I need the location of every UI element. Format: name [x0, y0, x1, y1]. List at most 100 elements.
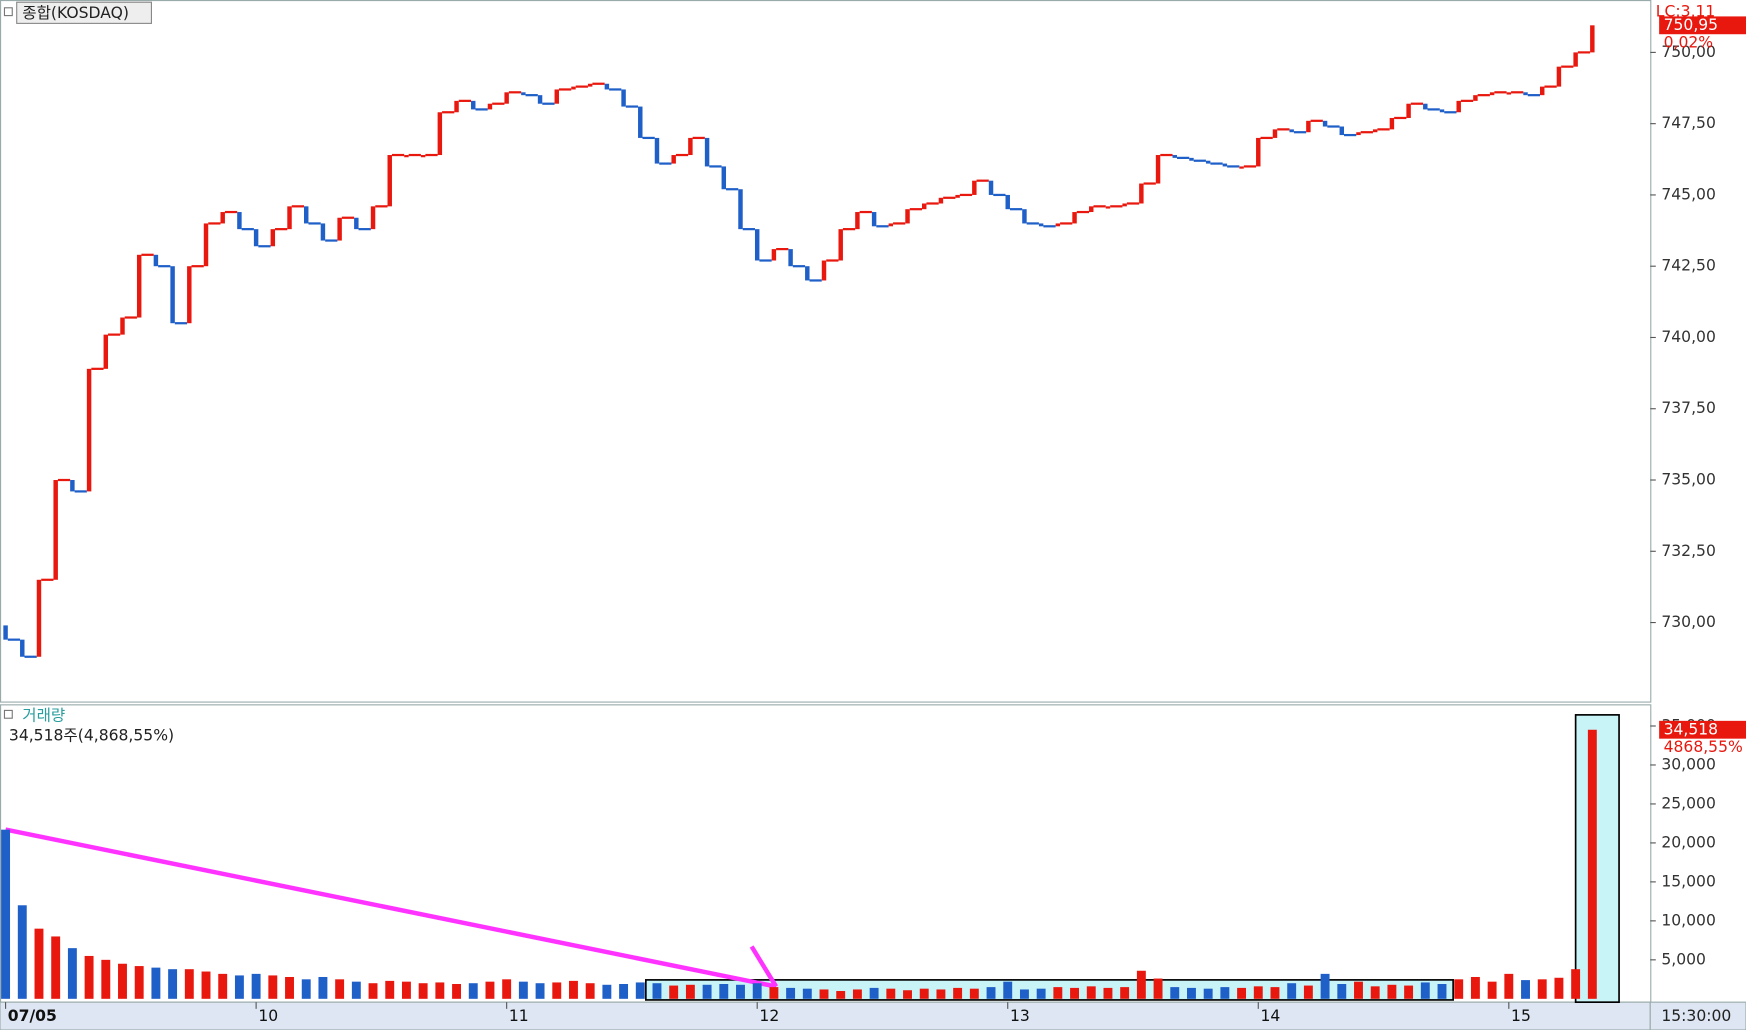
- y-tick-label: 732,50: [1661, 542, 1716, 560]
- volume-title: 거래량: [22, 706, 65, 724]
- volume-bar: [569, 980, 578, 999]
- y-tick-label: 737,50: [1661, 399, 1716, 417]
- candle: [1222, 163, 1228, 167]
- candle: [1456, 100, 1461, 113]
- volume-bar: [1337, 984, 1347, 999]
- price-label-box: [1659, 16, 1746, 35]
- candle: [1473, 95, 1478, 101]
- candle: [938, 197, 944, 204]
- candle: [955, 194, 960, 198]
- volume-bar: [518, 981, 528, 999]
- y-tick-label: 10,000: [1661, 911, 1716, 929]
- candle: [671, 155, 676, 164]
- candle: [1155, 155, 1161, 184]
- candle: [1356, 132, 1361, 136]
- volume-bar: [485, 981, 495, 999]
- candle: [587, 83, 593, 87]
- volume-bar: [368, 983, 378, 999]
- volume-bar: [685, 984, 695, 999]
- volume-bar: [986, 987, 996, 999]
- volume-bar: [936, 989, 946, 999]
- candle: [1590, 25, 1595, 53]
- panel-icon: [3, 709, 13, 719]
- volume-bar: [118, 963, 127, 999]
- y-tick-label: 20,000: [1661, 833, 1716, 851]
- volume-bar: [1036, 988, 1046, 999]
- candle: [120, 317, 125, 335]
- y-tick-label: 15,000: [1661, 872, 1716, 890]
- candle: [404, 155, 409, 158]
- candle: [1289, 129, 1294, 133]
- candle: [972, 180, 977, 195]
- candle: [1272, 129, 1278, 138]
- volume-bar: [1237, 987, 1247, 999]
- x-tick-label: 10: [258, 1007, 278, 1025]
- volume-bar: [51, 936, 61, 999]
- volume-bar: [468, 983, 478, 999]
- x-tick-label: 14: [1261, 1007, 1281, 1025]
- candle: [754, 229, 760, 261]
- candle: [604, 83, 610, 90]
- volume-bar: [769, 987, 779, 999]
- candle: [504, 92, 509, 104]
- candle: [454, 100, 459, 113]
- volume-bar: [1487, 981, 1497, 999]
- volume-bar: [535, 983, 545, 999]
- candle: [771, 249, 777, 261]
- volume-bar: [585, 983, 595, 999]
- candle: [1122, 203, 1127, 207]
- volume-subtitle: 34,518주(4,868,55%): [9, 727, 174, 745]
- volume-bar: [1103, 987, 1113, 999]
- volume-bar: [819, 989, 829, 999]
- candle: [370, 206, 376, 230]
- header-label: LC:3,11: [1656, 3, 1715, 21]
- highlight-box: [1574, 714, 1620, 1003]
- candle: [103, 334, 109, 369]
- candle: [1089, 206, 1094, 213]
- y-tick-label: 25,000: [1661, 794, 1716, 812]
- candle: [354, 217, 359, 230]
- volume-bar: [903, 990, 912, 999]
- candle: [1423, 103, 1428, 110]
- volume-bar: [351, 981, 361, 999]
- volume-bar: [184, 969, 194, 999]
- volume-bar: [218, 973, 228, 999]
- volume-bar: [385, 980, 395, 999]
- volume-bar: [1187, 987, 1196, 999]
- candle: [521, 92, 526, 96]
- volume-bar: [886, 988, 896, 999]
- volume-bar: [1203, 988, 1213, 999]
- volume-bar: [418, 983, 428, 999]
- volume-bar: [619, 984, 629, 999]
- candle: [738, 189, 743, 230]
- candle: [1256, 137, 1261, 167]
- title-box: [16, 1, 152, 24]
- volume-bar: [101, 959, 111, 999]
- volume-bar: [1320, 973, 1330, 999]
- candle: [187, 266, 192, 324]
- volume-bar: [1070, 987, 1079, 999]
- candle: [20, 639, 25, 657]
- volume-bar: [201, 971, 211, 999]
- volume-bar: [852, 989, 862, 999]
- candle: [1055, 223, 1061, 227]
- candle: [1506, 92, 1512, 95]
- candle: [721, 166, 727, 190]
- volume-bar: [652, 983, 662, 999]
- x-tick-label: 07/05: [8, 1007, 57, 1025]
- candle: [1205, 160, 1211, 164]
- candle: [638, 106, 643, 138]
- volume-bar: [134, 966, 144, 999]
- x-tick-label: 15: [1511, 1007, 1531, 1025]
- volume-bar: [1270, 987, 1280, 999]
- candle: [988, 180, 994, 195]
- volume-bar: [1437, 984, 1447, 999]
- price-change-label: 0,02%: [1664, 34, 1714, 52]
- price-last-label: 750,95: [1664, 16, 1719, 34]
- y-tick-label: 30,000: [1661, 755, 1716, 773]
- volume-bar: [1537, 979, 1547, 999]
- y-tick-label: 750,00: [1661, 43, 1716, 61]
- volume-bar: [1404, 985, 1414, 999]
- trend-line: [5, 827, 777, 989]
